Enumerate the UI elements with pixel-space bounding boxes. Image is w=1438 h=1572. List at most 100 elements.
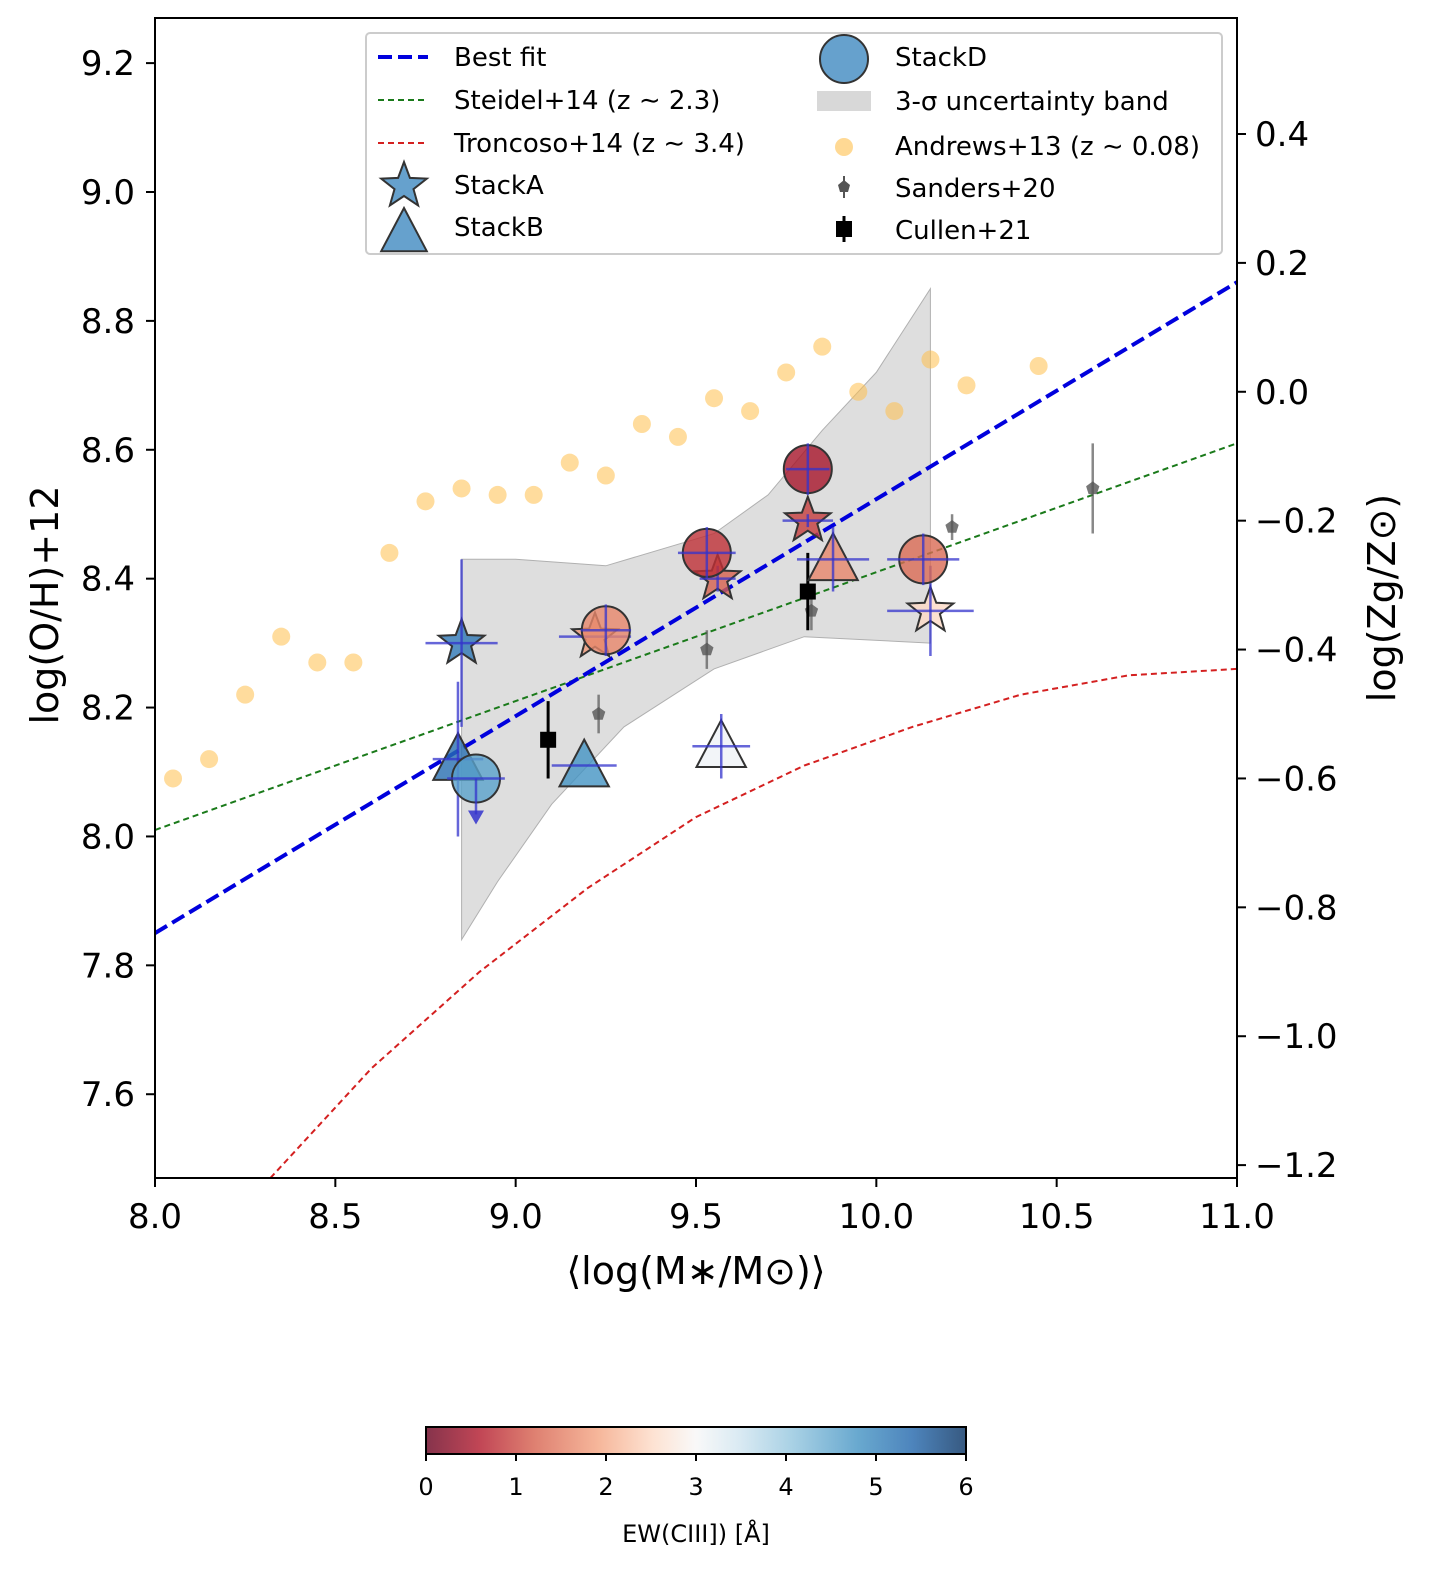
legend-stackb-marker — [379, 205, 429, 253]
legend-stackd-marker — [819, 34, 869, 84]
legend-stacka-marker — [378, 159, 430, 208]
legend-cullen-label: Cullen+21 — [895, 216, 1031, 246]
legend-stackd-label: StackD — [895, 43, 987, 73]
andrews-point-15 — [705, 389, 724, 408]
stack-stacka-3 — [782, 493, 834, 543]
y-tick-label-1: 7.8 — [81, 946, 135, 986]
legend-sanders-pentagon — [838, 180, 850, 192]
y-tick-label-3: 8.2 — [81, 689, 135, 729]
troncoso-curve — [269, 667, 1237, 1178]
andrews-point-4 — [308, 653, 327, 672]
y2-tick-label-2: −0.8 — [1255, 888, 1338, 928]
colorbar-label: EW(CIII]) [Å] — [622, 1519, 770, 1548]
y-tick-label-0: 7.6 — [81, 1075, 135, 1115]
legend-stackb-triangle — [379, 205, 429, 253]
y2-tick-label-0: −1.2 — [1255, 1146, 1338, 1186]
andrews-point-9 — [488, 485, 507, 504]
colorbar-tick-label-3: 3 — [688, 1473, 703, 1501]
andrews-point-18 — [813, 337, 832, 356]
legend-andrews-label: Andrews+13 (z ∼ 0.08) — [895, 132, 1200, 162]
andrews-point-0 — [164, 769, 183, 788]
legend-stacka-star — [378, 159, 430, 208]
andrews-point-14 — [668, 427, 687, 446]
y-tick-label-7: 9.0 — [81, 173, 135, 213]
legend-band-label: 3-σ uncertainty band — [895, 87, 1169, 117]
relation-lines-layer — [155, 280, 1237, 1178]
cullen-point-1 — [799, 583, 816, 600]
y-tick-label-2: 8.0 — [81, 817, 135, 857]
y-tick-label-8: 9.2 — [81, 44, 135, 84]
colorbar-tick-label-6: 6 — [958, 1473, 973, 1501]
colorbar: 0 1 2 3 4 5 6 EW(CIII]) [Å] — [418, 1426, 974, 1548]
andrews-point-19 — [849, 382, 868, 401]
legend: Best fit Steidel+14 (z ∼ 2.3) Troncoso+1… — [365, 32, 1223, 255]
stack-stackd-13 — [887, 533, 960, 586]
x-axis-title: ⟨log(M∗/M⊙)⟩ — [566, 1249, 825, 1293]
x-tick-label-3: 9.5 — [669, 1197, 723, 1237]
y2-tick-label-8: 0.4 — [1255, 115, 1309, 155]
andrews-point-5 — [344, 653, 363, 672]
andrews-point-2 — [236, 685, 255, 704]
x-tick-label-0: 8.0 — [128, 1197, 182, 1237]
sanders-point-0 — [592, 707, 606, 720]
y2-tick-label-4: −0.4 — [1255, 631, 1338, 671]
andrews-point-13 — [632, 415, 651, 433]
andrews-point-11 — [560, 453, 579, 472]
andrews-point-3 — [272, 627, 291, 646]
andrews-point-7 — [416, 492, 435, 511]
y2-tick-label-7: 0.2 — [1255, 244, 1309, 284]
legend-andrews-marker — [835, 138, 853, 156]
andrews-point-22 — [957, 376, 976, 395]
stack-stackb-8 — [796, 527, 870, 592]
steidel-line — [155, 442, 1237, 831]
legend-sanders-marker — [838, 176, 850, 198]
cullen-point-0 — [540, 731, 557, 748]
x-tick-label-1: 8.5 — [308, 1197, 362, 1237]
andrews-point-8 — [452, 479, 471, 498]
legend-stackb-label: StackB — [454, 213, 544, 243]
andrews-point-16 — [741, 402, 760, 421]
legend-troncoso-label: Troncoso+14 (z ∼ 3.4) — [453, 129, 745, 159]
y2-tick-label-6: 0.0 — [1255, 373, 1309, 413]
legend-sanders-label: Sanders+20 — [895, 174, 1056, 204]
legend-cullen-square — [836, 221, 852, 237]
stack-stacka-0 — [425, 559, 498, 727]
andrews-points-layer — [164, 337, 1048, 788]
sanders-point-4 — [1086, 481, 1100, 495]
y2-tick-label-1: −1.0 — [1255, 1017, 1338, 1057]
y-tick-label-4: 8.4 — [81, 560, 135, 600]
legend-cullen-marker — [836, 216, 852, 242]
colorbar-tick-label-5: 5 — [868, 1473, 883, 1501]
stack-stackb-7 — [692, 714, 751, 779]
sanders-point-3 — [945, 520, 959, 533]
legend-box — [365, 32, 1223, 255]
legend-best-fit-label: Best fit — [454, 43, 546, 73]
literature-points-layer — [540, 443, 1100, 779]
x-tick-label-5: 10.5 — [1019, 1197, 1095, 1237]
x-tick-label-4: 10.0 — [838, 1197, 914, 1237]
andrews-point-1 — [200, 750, 219, 769]
colorbar-gradient — [425, 1426, 967, 1455]
y2-tick-label-3: −0.6 — [1255, 759, 1338, 799]
colorbar-tick-label-4: 4 — [778, 1473, 793, 1501]
sanders-point-1 — [700, 642, 714, 656]
stackb-marker-6 — [557, 737, 611, 788]
stack-stackd-10 — [580, 604, 632, 656]
colorbar-tick-label-1: 1 — [508, 1473, 523, 1501]
y-tick-label-5: 8.6 — [81, 431, 135, 471]
colorbar-ticks: 0 1 2 3 4 5 6 — [418, 1454, 974, 1501]
x-tick-label-2: 9.0 — [489, 1197, 543, 1237]
legend-stacka-label: StackA — [454, 171, 544, 201]
legend-band-swatch — [817, 91, 871, 111]
andrews-point-6 — [380, 543, 399, 562]
stack-points-layer — [425, 443, 974, 837]
andrews-point-17 — [777, 363, 796, 382]
best-fit-line — [155, 280, 1237, 935]
stack-stackb-6 — [551, 737, 617, 788]
stack-stackd-9 — [447, 753, 505, 825]
stack-stackd-12 — [782, 443, 833, 495]
colorbar-tick-label-2: 2 — [598, 1473, 613, 1501]
colorbar-tick-label-0: 0 — [418, 1473, 433, 1501]
legend-steidel-label: Steidel+14 (z ∼ 2.3) — [454, 86, 720, 116]
